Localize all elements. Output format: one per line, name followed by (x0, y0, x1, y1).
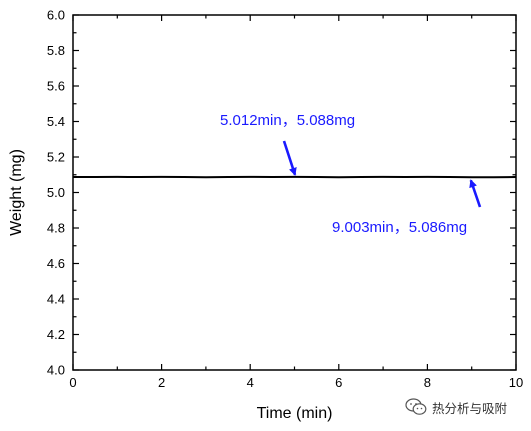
annotation-arrow (282, 140, 297, 176)
y-tick-label: 4.6 (47, 256, 65, 271)
x-tick-label: 0 (69, 375, 76, 390)
y-tick-label: 5.0 (47, 185, 65, 200)
y-tick-label: 4.8 (47, 221, 65, 236)
watermark-text: 热分析与吸附 (432, 400, 508, 416)
y-tick-label: 4.4 (47, 292, 65, 307)
y-tick-label: 4.0 (47, 363, 65, 378)
y-tick-label: 5.6 (47, 79, 65, 94)
wechat-icon (405, 398, 427, 415)
y-tick-label: 4.2 (47, 327, 65, 342)
axis-ticks (72, 14, 517, 371)
y-tick-label: 5.8 (47, 43, 65, 58)
tick-labels: 0 2 4 6 8 10 4.0 4.2 4.4 4.6 4.8 5.0 5.2 5.4 5.6 5.8 6.0 (47, 8, 523, 391)
x-tick-label: 8 (424, 375, 431, 390)
annotation-arrow (469, 179, 482, 208)
x-axis-title: Time (min) (257, 405, 333, 422)
y-tick-label: 6.0 (47, 8, 65, 23)
y-tick-label: 5.2 (47, 150, 65, 165)
plot-frame (72, 14, 517, 371)
x-tick-label: 10 (509, 375, 523, 390)
annotation-label: 5.012min，5.088mg (220, 112, 355, 129)
x-tick-label: 4 (247, 375, 254, 390)
x-tick-label: 2 (158, 375, 165, 390)
x-tick-label: 6 (335, 375, 342, 390)
annotations: 5.012min，5.088mg 9.003min，5.086mg (220, 112, 482, 236)
watermark: 热分析与吸附 (405, 396, 507, 418)
y-axis-title: Weight (mg) (8, 149, 25, 236)
y-tick-label: 5.4 (47, 114, 65, 129)
annotation-label: 9.003min，5.086mg (332, 219, 467, 236)
